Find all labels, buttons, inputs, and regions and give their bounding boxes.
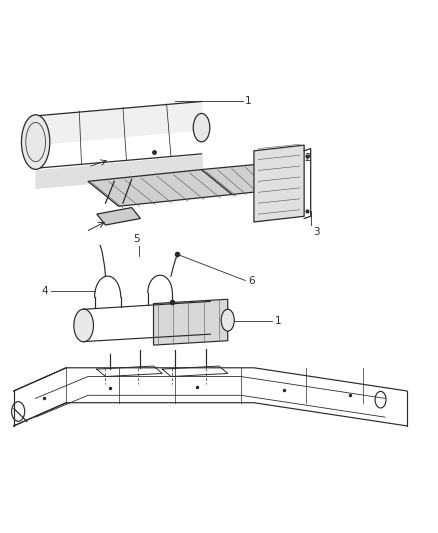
Ellipse shape [74, 309, 93, 342]
Text: 4: 4 [41, 286, 48, 295]
Polygon shape [88, 169, 232, 206]
Text: 3: 3 [313, 227, 319, 237]
Text: 2: 2 [304, 153, 311, 163]
Text: 6: 6 [248, 276, 254, 286]
Polygon shape [201, 163, 293, 195]
Polygon shape [97, 207, 141, 225]
Text: 5: 5 [133, 234, 139, 244]
Ellipse shape [193, 114, 210, 142]
Polygon shape [254, 145, 304, 222]
Ellipse shape [21, 115, 50, 169]
Ellipse shape [221, 309, 234, 331]
Text: 1: 1 [275, 316, 282, 326]
Text: 1: 1 [245, 96, 252, 107]
Polygon shape [153, 299, 228, 345]
